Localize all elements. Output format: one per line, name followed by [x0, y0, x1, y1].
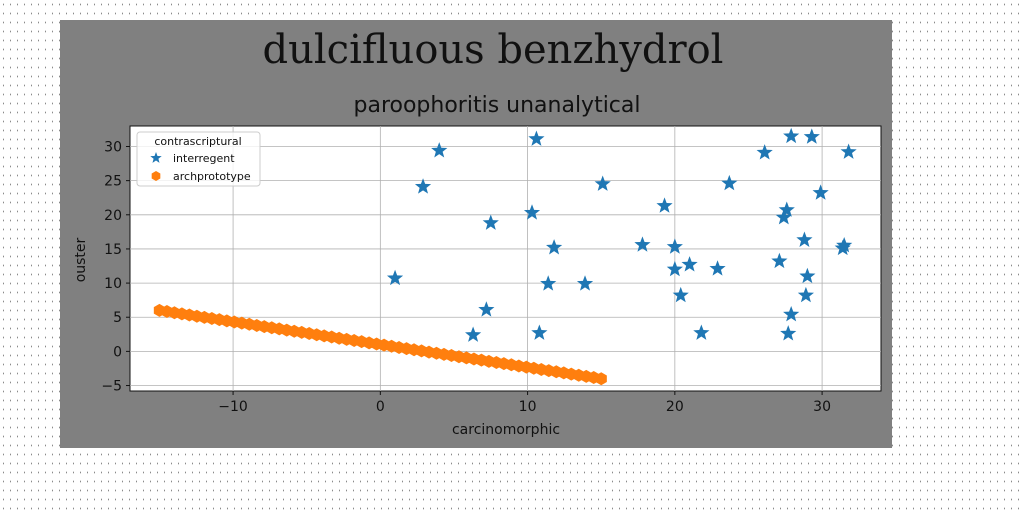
y-tick-label: 30	[104, 139, 122, 155]
legend-hex-marker	[151, 171, 161, 181]
interregent-point	[756, 144, 773, 160]
interregent-point	[803, 128, 820, 144]
x-tick-label: 10	[519, 399, 537, 415]
interregent-point	[796, 231, 813, 247]
x-tick-label: 0	[376, 399, 385, 415]
interregent-point	[666, 260, 683, 277]
interregent-point	[693, 324, 710, 340]
interregent-point	[528, 130, 545, 146]
legend-box	[136, 131, 261, 187]
interregent-point	[478, 301, 495, 317]
interregent-point	[531, 324, 548, 340]
interregent-point	[576, 275, 594, 291]
interregent-point	[666, 238, 683, 254]
interregent-point	[540, 275, 557, 291]
y-tick-label: 5	[113, 310, 122, 326]
legend-label-archprototype: archprototype	[173, 170, 251, 183]
interregent-point	[771, 252, 788, 269]
interregent-point	[721, 174, 738, 191]
interregent-point	[594, 175, 611, 191]
y-tick-label: 15	[104, 242, 122, 258]
chart-title: dulcifluous benzhydrol	[263, 27, 724, 73]
y-tick-label: −5	[101, 379, 122, 395]
legend: contrascriptural interregent archprototy…	[136, 131, 261, 187]
axis-ticks: −10 0 10 20 30 −5 0 5 10 15 20 25 30	[101, 139, 831, 415]
y-tick-label: 20	[104, 208, 122, 224]
interregent-point	[778, 201, 795, 217]
interregent-point	[482, 214, 499, 230]
x-tick-label: 20	[666, 399, 684, 415]
legend-title: contrascriptural	[154, 135, 241, 148]
interregent-point	[783, 306, 800, 322]
interregent-point	[465, 326, 482, 342]
y-tick-label: 10	[104, 276, 122, 292]
interregent-point	[681, 256, 698, 272]
interregent-point	[523, 204, 541, 220]
y-tick-label: 0	[113, 344, 122, 360]
legend-label-interregent: interregent	[173, 152, 235, 165]
interregent-point	[836, 237, 853, 253]
interregent-point	[634, 236, 651, 252]
y-axis-label: ouster	[73, 237, 89, 282]
interregent-point	[672, 286, 689, 303]
interregent-point	[775, 209, 792, 225]
interregent-point	[656, 197, 673, 213]
interregent-point	[783, 127, 800, 144]
y-tick-label: 25	[104, 174, 122, 190]
interregent-point	[797, 286, 814, 303]
legend-marker-interregent	[150, 152, 162, 163]
interregent-point	[812, 184, 829, 200]
interregent-point	[799, 267, 816, 284]
chart-figure: dulcifluous benzhydrol paroophoritis una…	[60, 20, 892, 448]
interregent-point	[840, 143, 857, 159]
interregent-point	[431, 142, 448, 158]
interregent-point	[780, 325, 797, 341]
chart-subtitle: paroophoritis unanalytical	[354, 93, 641, 118]
x-tick-label: −10	[218, 399, 248, 415]
chart-svg: dulcifluous benzhydrol paroophoritis una…	[73, 27, 882, 438]
legend-star-marker	[150, 152, 162, 163]
x-tick-label: 30	[813, 399, 831, 415]
legend-marker-archprototype	[151, 171, 161, 181]
interregent-point	[709, 260, 726, 276]
archprototype-point	[595, 372, 607, 386]
x-axis-label: carcinomorphic	[452, 422, 560, 438]
data-series	[153, 127, 857, 386]
interregent-point	[414, 178, 432, 194]
interregent-point	[386, 269, 404, 286]
interregent-point	[546, 239, 563, 255]
